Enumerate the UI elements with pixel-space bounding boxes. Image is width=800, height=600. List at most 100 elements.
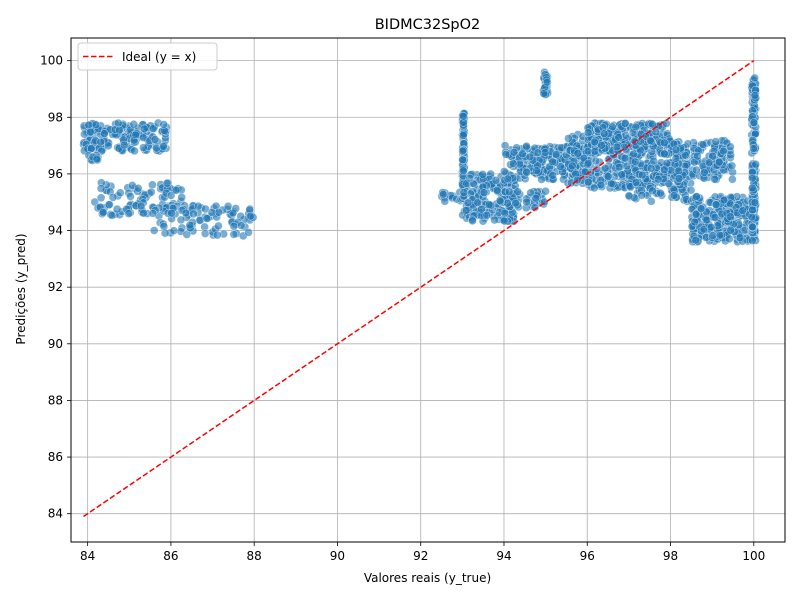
scatter-point: [612, 142, 622, 152]
scatter-point: [750, 198, 760, 207]
scatter-point: [748, 236, 757, 245]
scatter-point: [532, 166, 541, 175]
scatter-point: [501, 150, 511, 159]
y-axis: 84 86 88 90 92 94 96 98 100: [40, 54, 71, 521]
scatter-point: [159, 120, 168, 129]
scatter-point: [590, 147, 600, 156]
scatter-point: [223, 202, 233, 211]
scatter-point: [653, 174, 663, 184]
scatter-point: [590, 137, 599, 147]
scatter-point: [130, 146, 139, 156]
scatter-point: [614, 133, 623, 142]
scatter-point: [748, 222, 757, 232]
scatter-point: [726, 212, 735, 221]
scatter-point: [504, 187, 514, 197]
scatter-point: [124, 209, 133, 218]
y-tick-label: 98: [48, 110, 63, 124]
scatter-point: [458, 146, 467, 156]
scatter-point: [193, 201, 203, 211]
scatter-point: [738, 206, 747, 215]
scatter-point: [530, 203, 540, 212]
x-tick-label: 88: [247, 549, 262, 563]
scatter-point: [459, 131, 468, 140]
scatter-point: [147, 187, 156, 197]
scatter-point: [748, 183, 757, 193]
scatter-point: [213, 230, 222, 240]
scatter-point: [98, 208, 108, 217]
scatter-point: [691, 235, 701, 245]
scatter-point: [596, 180, 606, 190]
scatter-point: [620, 119, 630, 128]
y-tick-label: 90: [48, 337, 63, 351]
scatter-point: [747, 212, 757, 222]
scatter-point: [660, 165, 669, 174]
scatter-point: [551, 150, 561, 159]
scatter-point: [748, 173, 757, 183]
scatter-point: [750, 73, 759, 83]
scatter-point: [522, 168, 531, 177]
scatter-point: [647, 197, 656, 206]
scatter-point: [236, 221, 246, 230]
scatter-point: [710, 213, 720, 222]
scatter-point: [207, 208, 217, 217]
y-tick-label: 100: [40, 54, 63, 68]
scatter-point: [136, 201, 146, 211]
y-tick-label: 94: [48, 224, 63, 238]
scatter-point: [608, 122, 617, 132]
scatter-point: [583, 158, 593, 168]
scatter-point: [119, 140, 129, 150]
x-axis-title: Valores reais (y_true): [364, 571, 491, 585]
scatter-point: [620, 153, 630, 163]
scatter-point: [86, 127, 95, 137]
scatter-point: [617, 170, 627, 179]
scatter-point: [159, 222, 169, 231]
scatter-point: [148, 124, 158, 133]
scatter-point: [735, 233, 745, 242]
scatter-point: [468, 216, 477, 226]
scatter-point: [648, 120, 657, 129]
scatter-point: [749, 118, 759, 127]
scatter-point: [714, 158, 724, 167]
scatter-point: [660, 149, 669, 159]
scatter-point: [440, 197, 450, 206]
y-axis-title: Predições (y_pred): [14, 233, 28, 344]
scatter-point: [491, 176, 501, 185]
x-tick-label: 96: [580, 549, 595, 563]
scatter-point: [526, 188, 535, 198]
scatter-point: [112, 204, 122, 214]
scatter-point: [698, 140, 708, 149]
scatter-point: [202, 214, 212, 223]
scatter-point: [548, 171, 557, 180]
scatter-point: [244, 228, 253, 237]
scatter-point: [185, 220, 195, 230]
scatter-point: [148, 180, 157, 190]
scatter-point: [751, 159, 760, 169]
scatter-point: [692, 192, 701, 201]
scatter-point: [162, 179, 172, 188]
y-tick-label: 84: [48, 507, 63, 521]
scatter-point: [499, 216, 509, 226]
scatter-point: [564, 134, 573, 143]
scatter-point: [503, 174, 513, 184]
scatter-point: [96, 193, 106, 203]
scatter-point: [100, 129, 109, 138]
scatter-point: [607, 179, 616, 189]
scatter-point: [492, 186, 502, 195]
scatter-point: [531, 193, 541, 203]
scatter-point: [648, 186, 657, 196]
scatter-point: [719, 146, 728, 156]
scatter-point: [166, 191, 176, 200]
grid: [71, 38, 785, 542]
scatter-point: [181, 208, 191, 218]
scatter-point: [465, 173, 475, 183]
scatter-point: [726, 142, 735, 152]
scatter-point: [600, 163, 610, 173]
scatter-point: [500, 167, 509, 176]
x-tick-label: 92: [413, 549, 428, 563]
x-axis: 84 86 88 90 92 94 96 98 100: [80, 542, 765, 563]
scatter-point: [646, 136, 655, 145]
y-tick-label: 96: [48, 167, 63, 181]
scatter-point: [693, 151, 702, 161]
scatter-point: [522, 141, 531, 151]
